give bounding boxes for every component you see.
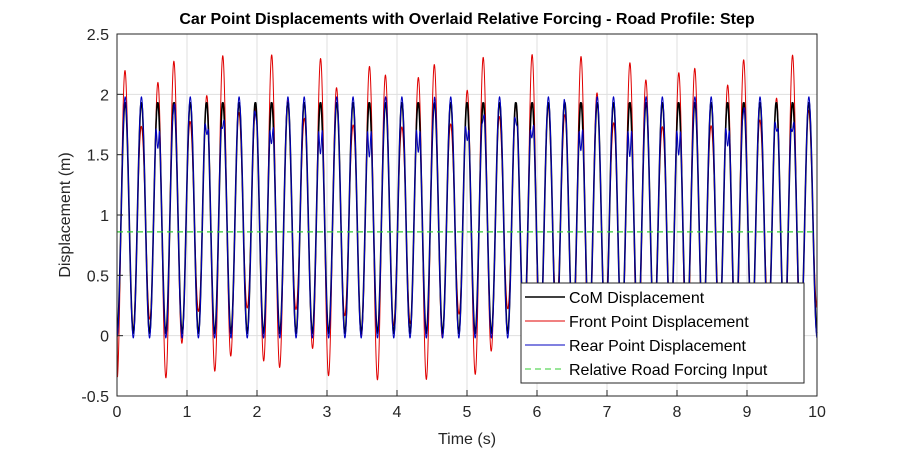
y-tick-label: 1.5 xyxy=(87,148,109,165)
y-tick-label: 0 xyxy=(100,329,109,346)
legend-box xyxy=(520,282,805,384)
legend-label-com: CoM Displacement xyxy=(569,290,705,307)
x-tick-label: 0 xyxy=(113,404,122,421)
x-tick-label: 3 xyxy=(323,404,332,421)
tick-layer: 0 1 2 3 4 5 6 7 8 9 10-0.500.511.522.5 xyxy=(81,27,826,421)
chart-title: Car Point Displacements with Overlaid Re… xyxy=(179,11,754,28)
x-axis-title: Time (s) xyxy=(438,431,496,448)
y-tick-label: 1 xyxy=(100,208,109,225)
x-tick-label: 7 xyxy=(603,404,612,421)
x-tick-label: 4 xyxy=(393,404,402,421)
x-tick-label: 1 xyxy=(183,404,192,421)
x-tick-label: 6 xyxy=(533,404,542,421)
x-tick-label: 8 xyxy=(673,404,682,421)
legend-label-forcing: Relative Road Forcing Input xyxy=(569,362,768,379)
legend-label-rear: Rear Point Displacement xyxy=(569,338,747,355)
series-line-rear xyxy=(116,96,818,339)
x-tick-label: 2 xyxy=(253,404,262,421)
legend-label-front: Front Point Displacement xyxy=(569,314,749,331)
y-tick-label: 2.5 xyxy=(87,27,109,44)
y-tick-label: -0.5 xyxy=(81,389,109,406)
x-tick-label: 5 xyxy=(463,404,472,421)
x-tick-label: 10 xyxy=(808,404,826,421)
y-axis-title: Displacement (m) xyxy=(57,152,74,277)
legend: CoM Displacement Front Point Displacemen… xyxy=(520,282,805,384)
y-tick-label: 0.5 xyxy=(87,268,109,285)
x-tick-label: 9 xyxy=(743,404,752,421)
y-tick-label: 2 xyxy=(100,87,109,104)
series-layer xyxy=(116,54,818,381)
